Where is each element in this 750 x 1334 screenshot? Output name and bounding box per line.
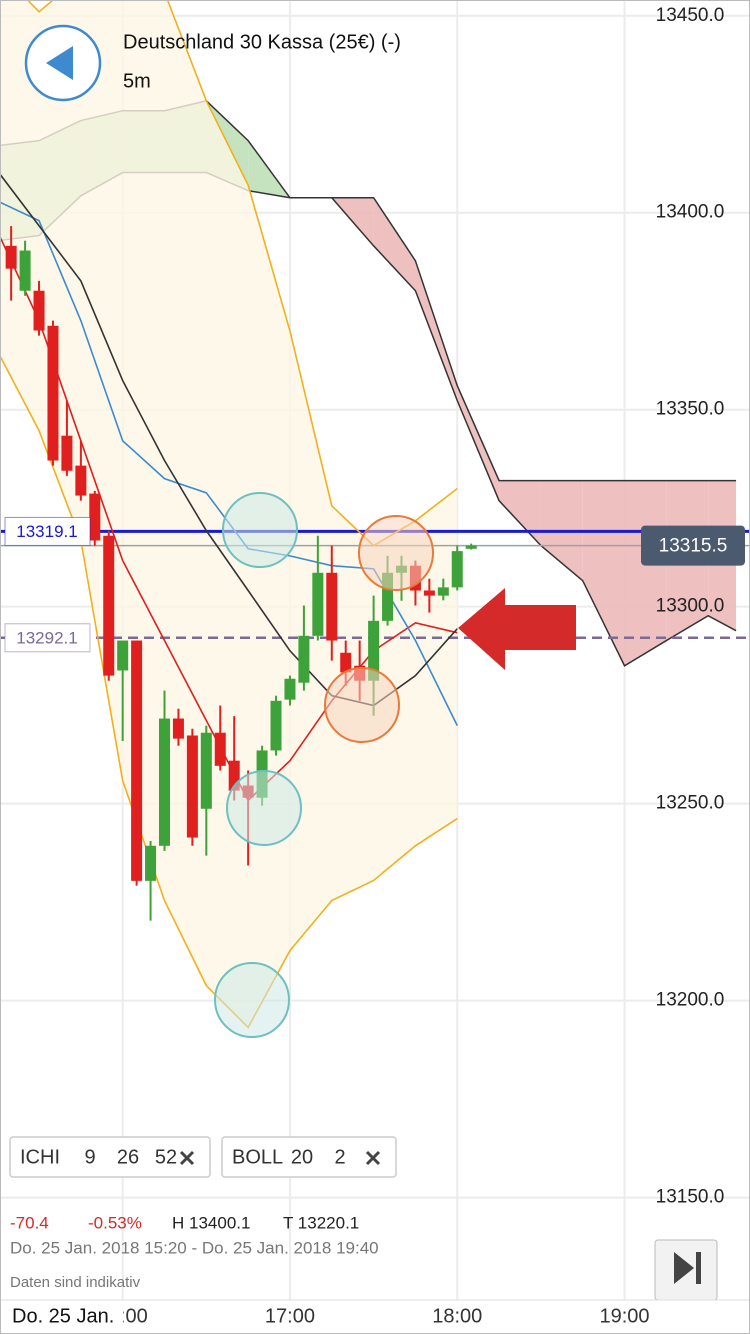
- candle-body: [465, 545, 477, 549]
- y-tick-label: 13250.0: [656, 793, 725, 814]
- candle-body: [437, 587, 449, 596]
- indicator-param: 20: [291, 1146, 313, 1168]
- y-tick-label: 13300.0: [656, 596, 725, 617]
- indicator-param: 52: [155, 1146, 177, 1168]
- annotation-circle: [324, 667, 400, 743]
- indicator-param: 2: [334, 1146, 345, 1168]
- indicator-chip[interactable]: [9, 1136, 211, 1178]
- back-icon: [46, 46, 73, 80]
- cloud-fill: [373, 197, 416, 291]
- candle-body: [33, 290, 45, 331]
- stat-change: -70.4: [10, 1213, 49, 1232]
- candle-body: [312, 572, 324, 636]
- candle-body: [158, 718, 170, 846]
- level-label-box: [4, 623, 91, 653]
- y-tick-label: 13400.0: [656, 202, 725, 223]
- candle-body: [103, 535, 115, 676]
- x-tick-label: 17:00: [265, 1305, 315, 1327]
- indicator-line: [0, 234, 458, 802]
- y-tick-label: 13450.0: [656, 5, 725, 26]
- indicator-chip[interactable]: [221, 1136, 397, 1178]
- annotation-circle: [226, 770, 302, 846]
- disclaimer: Daten sind indikativ: [10, 1274, 141, 1291]
- instrument-title: Deutschland 30 Kassa (25€) (-): [123, 31, 401, 53]
- y-tick-label: 13150.0: [656, 1187, 725, 1208]
- level-label: 13292.1: [16, 628, 77, 647]
- annotation-circle: [358, 515, 434, 591]
- cloud-fill: [582, 480, 625, 666]
- candle-body: [186, 735, 198, 838]
- price-badge-label: 13315.5: [659, 536, 728, 557]
- annotation-circle: [222, 492, 298, 568]
- candle-body: [298, 635, 310, 683]
- stat-high: H 13400.1: [172, 1213, 250, 1232]
- candle-body: [423, 590, 435, 596]
- candle-body: [284, 678, 296, 700]
- candle-body: [61, 435, 73, 471]
- cloud-fill: [415, 260, 458, 401]
- candle-body: [382, 572, 394, 621]
- indicator-name: ICHI: [20, 1146, 60, 1168]
- candle-body: [214, 732, 226, 766]
- date-label-bg: [1, 1301, 123, 1333]
- price-badge: [641, 525, 745, 566]
- annotation-arrow: [458, 588, 576, 670]
- date-range: Do. 25 Jan. 2018 15:20 - Do. 25 Jan. 201…: [10, 1238, 379, 1257]
- candle-body: [228, 760, 240, 791]
- indicator-name: BOLL: [232, 1146, 283, 1168]
- skip-icon: [674, 1252, 701, 1284]
- overlay: 13150.0 13200.0 13250.0 13300.0 13350.0 13400…: [0, 5, 750, 1333]
- candle-body: [47, 325, 59, 461]
- candle-body: [270, 700, 282, 751]
- indicator-param: 26: [117, 1146, 139, 1168]
- candle-body: [340, 652, 352, 673]
- candle-body: [200, 732, 212, 809]
- candle-body: [89, 493, 101, 541]
- y-tick-label: 13350.0: [656, 399, 725, 420]
- candle-body: [75, 465, 87, 496]
- y-tick-label: 13200.0: [656, 990, 725, 1011]
- candle-body: [172, 718, 184, 739]
- indicator-param: 9: [84, 1146, 95, 1168]
- level-label-box: [4, 516, 91, 546]
- remove-icon[interactable]: [179, 1150, 195, 1166]
- level-label: 13319.1: [16, 522, 77, 541]
- stat-change-pct: -0.53%: [88, 1213, 142, 1232]
- x-tick-label: 18:00: [432, 1305, 482, 1327]
- candle-body: [145, 845, 157, 881]
- candle-body: [326, 572, 338, 641]
- x-tick-label: 19:00: [600, 1305, 650, 1327]
- stat-low: T 13220.1: [283, 1213, 359, 1232]
- cloud-fill: [457, 385, 500, 501]
- candle-body: [19, 250, 31, 291]
- interval-label: 5m: [123, 70, 151, 92]
- candle-body: [368, 620, 380, 681]
- cloud-fill: [499, 480, 541, 546]
- annotation-circle: [214, 962, 290, 1038]
- date-label: Do. 25 Jan.: [12, 1305, 114, 1327]
- candle-body: [451, 551, 463, 588]
- remove-icon[interactable]: [365, 1150, 381, 1166]
- candle-body: [117, 640, 129, 671]
- candle-body: [131, 640, 143, 881]
- candle-body: [5, 245, 17, 269]
